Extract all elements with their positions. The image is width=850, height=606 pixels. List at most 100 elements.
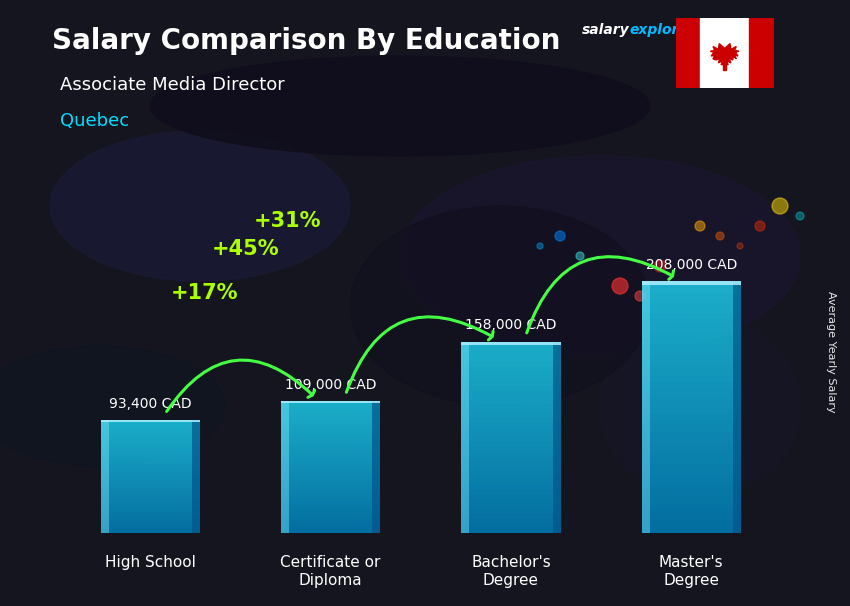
Circle shape	[737, 243, 743, 249]
Bar	[281, 408, 380, 411]
Bar	[642, 413, 741, 420]
Bar	[462, 514, 560, 519]
Bar	[100, 505, 200, 508]
Bar	[281, 474, 380, 477]
Bar	[281, 404, 380, 408]
Bar	[281, 434, 380, 438]
Bar	[700, 18, 749, 88]
Text: 208,000 CAD: 208,000 CAD	[646, 258, 737, 271]
Bar	[100, 479, 200, 482]
Text: 93,400 CAD: 93,400 CAD	[109, 396, 191, 411]
Bar	[642, 508, 741, 514]
Bar	[462, 519, 560, 524]
Bar	[462, 500, 560, 505]
Bar	[642, 313, 741, 319]
Bar	[281, 428, 380, 431]
Bar	[100, 485, 200, 488]
Bar	[462, 433, 560, 438]
Bar	[192, 420, 200, 533]
Ellipse shape	[50, 131, 350, 281]
Text: salary: salary	[582, 23, 630, 37]
Bar	[462, 524, 560, 528]
Text: explorer.com: explorer.com	[629, 23, 730, 37]
Bar	[642, 489, 741, 496]
Bar	[462, 418, 560, 423]
Bar	[281, 504, 380, 507]
Circle shape	[654, 260, 666, 272]
Bar	[281, 461, 380, 464]
Text: 109,000 CAD: 109,000 CAD	[285, 378, 377, 391]
Bar	[281, 467, 380, 470]
Bar	[462, 423, 560, 428]
Bar	[642, 363, 741, 370]
Bar	[100, 496, 200, 499]
Text: Quebec: Quebec	[60, 112, 128, 130]
Bar	[281, 470, 380, 474]
Bar	[281, 501, 380, 504]
Bar	[462, 351, 560, 356]
Bar	[642, 470, 741, 476]
Bar	[462, 438, 560, 442]
Bar	[462, 476, 560, 481]
Bar	[100, 437, 200, 440]
Text: +45%: +45%	[212, 239, 280, 259]
Bar	[281, 411, 380, 415]
Bar	[281, 454, 380, 458]
Bar	[642, 483, 741, 489]
Bar	[100, 435, 200, 437]
Bar	[642, 307, 741, 313]
Bar	[462, 490, 560, 495]
Bar	[642, 281, 649, 533]
Bar	[100, 522, 200, 525]
Bar	[462, 390, 560, 395]
Bar	[462, 471, 560, 476]
Bar	[462, 365, 560, 370]
Bar	[642, 294, 741, 300]
Bar	[100, 431, 200, 435]
Bar	[372, 401, 380, 533]
Bar	[281, 438, 380, 441]
Bar	[281, 464, 380, 467]
Bar	[281, 481, 380, 484]
Bar	[642, 382, 741, 388]
Bar	[642, 370, 741, 376]
Bar	[100, 519, 200, 522]
Bar	[100, 471, 200, 474]
Bar	[676, 18, 700, 88]
Bar	[642, 325, 741, 331]
Bar	[642, 433, 741, 439]
Bar	[642, 281, 741, 285]
Bar	[100, 462, 200, 465]
Bar	[642, 395, 741, 401]
Text: Associate Media Director: Associate Media Director	[60, 76, 284, 94]
Bar	[462, 509, 560, 514]
Circle shape	[635, 291, 645, 301]
Bar	[100, 491, 200, 494]
Circle shape	[796, 212, 804, 220]
Bar	[100, 530, 200, 533]
Bar	[642, 445, 741, 451]
Bar	[642, 319, 741, 325]
Bar	[642, 426, 741, 433]
Bar	[281, 527, 380, 530]
Bar	[281, 424, 380, 428]
Bar	[462, 528, 560, 533]
Bar	[462, 342, 469, 533]
Bar	[462, 342, 560, 345]
Ellipse shape	[600, 316, 800, 496]
Bar	[281, 497, 380, 501]
Text: High School: High School	[105, 555, 196, 570]
Bar	[281, 510, 380, 513]
Bar	[462, 495, 560, 500]
Bar	[642, 338, 741, 344]
Ellipse shape	[0, 346, 225, 466]
Bar	[642, 464, 741, 470]
Text: 158,000 CAD: 158,000 CAD	[465, 318, 557, 332]
Bar	[462, 442, 560, 447]
Bar	[100, 525, 200, 528]
Bar	[462, 399, 560, 404]
Bar	[100, 468, 200, 471]
Bar	[462, 385, 560, 390]
Bar	[100, 502, 200, 505]
Bar	[462, 380, 560, 385]
